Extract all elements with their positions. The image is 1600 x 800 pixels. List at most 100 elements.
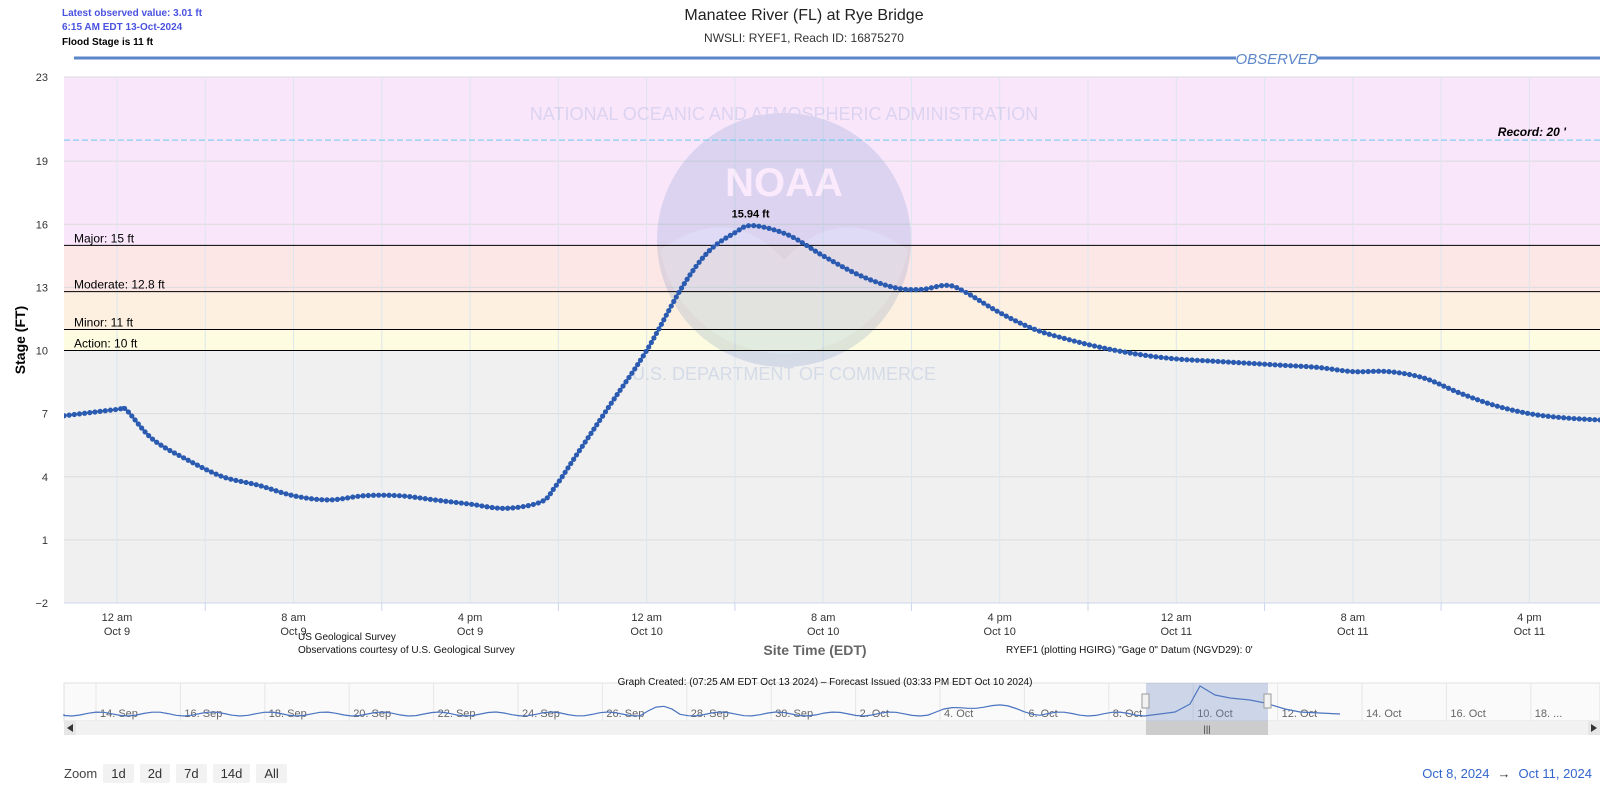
data-point bbox=[469, 501, 475, 507]
svg-text:U.S. DEPARTMENT OF COMMERCE: U.S. DEPARTMENT OF COMMERCE bbox=[632, 364, 936, 384]
data-point bbox=[812, 248, 818, 254]
threshold-label: Moderate: 12.8 ft bbox=[74, 278, 165, 292]
data-point bbox=[588, 430, 594, 436]
data-point bbox=[407, 494, 413, 500]
x-tick-label: 8 am bbox=[1341, 612, 1365, 624]
data-point bbox=[732, 230, 738, 236]
data-point bbox=[167, 447, 173, 454]
data-point bbox=[102, 408, 108, 414]
data-point bbox=[902, 286, 909, 292]
data-point bbox=[253, 482, 259, 488]
data-point bbox=[1597, 417, 1600, 423]
data-point bbox=[1412, 372, 1418, 379]
data-point bbox=[693, 263, 699, 270]
data-point bbox=[790, 234, 796, 241]
data-point bbox=[510, 505, 516, 511]
data-point bbox=[786, 232, 792, 238]
data-point bbox=[484, 504, 490, 510]
flood-stage-label: Flood Stage is 11 ft bbox=[62, 37, 154, 48]
x-tick-date: Oct 11 bbox=[1514, 626, 1546, 638]
y-tick-label: 10 bbox=[36, 346, 48, 358]
data-point bbox=[576, 448, 583, 454]
data-point bbox=[146, 433, 152, 439]
data-point bbox=[858, 273, 864, 279]
data-point bbox=[1592, 417, 1598, 423]
peak-label: 15.94 ft bbox=[732, 209, 770, 221]
y-tick-label: 23 bbox=[36, 72, 48, 84]
data-point bbox=[298, 494, 304, 500]
data-point bbox=[1241, 360, 1247, 366]
data-point bbox=[1282, 362, 1289, 369]
data-point bbox=[1031, 326, 1038, 332]
data-point bbox=[1426, 377, 1433, 383]
data-point bbox=[1455, 389, 1461, 395]
data-point bbox=[1460, 391, 1466, 397]
data-point bbox=[1344, 368, 1351, 374]
data-point bbox=[830, 259, 836, 265]
navigator-date-label: 22. Sep bbox=[438, 708, 476, 720]
data-point bbox=[617, 387, 623, 393]
data-point bbox=[1027, 324, 1033, 330]
data-point bbox=[132, 417, 138, 423]
data-point bbox=[1102, 345, 1108, 351]
data-point bbox=[228, 476, 234, 482]
data-point bbox=[1076, 339, 1082, 345]
y-axis: −2 1 4 7 10 13 16 19 23 Stage (FT) bbox=[12, 72, 48, 610]
data-point bbox=[887, 283, 893, 290]
data-point bbox=[844, 266, 850, 272]
y-tick-label: 13 bbox=[36, 282, 48, 294]
data-point bbox=[334, 496, 340, 502]
data-point bbox=[238, 478, 244, 485]
latest-observed-label: Latest observed value: 3.01 ft bbox=[62, 8, 203, 19]
data-point bbox=[602, 409, 609, 415]
data-point bbox=[376, 492, 382, 498]
data-point bbox=[190, 460, 196, 466]
navigator[interactable]: 14. Sep 16. Sep 18. Sep 20. Sep 22. Sep 24. S… bbox=[63, 682, 1600, 735]
zoom-2d-button[interactable]: 2d bbox=[139, 764, 171, 783]
y-axis-title: Stage (FT) bbox=[12, 306, 28, 374]
data-point bbox=[176, 452, 182, 459]
data-point bbox=[653, 330, 660, 337]
data-point bbox=[821, 253, 827, 260]
navigator-background bbox=[63, 682, 1600, 722]
data-point bbox=[648, 339, 654, 346]
data-point bbox=[690, 268, 696, 274]
data-point bbox=[1251, 360, 1257, 367]
data-point bbox=[839, 264, 845, 270]
data-point bbox=[142, 429, 148, 435]
data-point bbox=[1329, 366, 1335, 372]
data-point bbox=[699, 255, 706, 261]
data-point bbox=[626, 374, 632, 381]
data-point bbox=[967, 292, 974, 298]
data-point bbox=[972, 295, 978, 301]
data-point bbox=[597, 417, 603, 424]
data-point bbox=[181, 455, 187, 461]
y-tick-label: 7 bbox=[42, 409, 48, 421]
data-point bbox=[283, 491, 289, 497]
data-point bbox=[944, 282, 950, 288]
zoom-all-button[interactable]: All bbox=[256, 764, 287, 783]
scrollbar-grip: ||| bbox=[1203, 724, 1210, 734]
data-point bbox=[438, 498, 444, 504]
data-point bbox=[1355, 369, 1361, 375]
data-point bbox=[1137, 352, 1144, 358]
zoom-7d-button[interactable]: 7d bbox=[176, 764, 207, 783]
zoom-14d-button[interactable]: 14d bbox=[212, 764, 251, 783]
data-point bbox=[1465, 393, 1471, 399]
data-point bbox=[288, 492, 294, 498]
data-point bbox=[1267, 361, 1273, 368]
range-to-input[interactable]: Oct 11, 2024 bbox=[1518, 766, 1592, 781]
data-point bbox=[303, 495, 309, 501]
range-from-input[interactable]: Oct 8, 2024 bbox=[1422, 766, 1490, 781]
svg-text:NATIONAL OCEANIC AND ATMOSPHER: NATIONAL OCEANIC AND ATMOSPHERIC ADMINIS… bbox=[530, 104, 1038, 124]
data-point bbox=[1365, 368, 1371, 375]
data-point bbox=[949, 283, 955, 289]
data-point bbox=[1215, 358, 1221, 365]
data-point bbox=[877, 280, 883, 287]
zoom-1d-button[interactable]: 1d bbox=[103, 764, 134, 783]
data-point bbox=[1142, 352, 1149, 358]
data-point bbox=[605, 404, 611, 411]
data-point bbox=[637, 357, 644, 363]
data-point bbox=[1406, 371, 1413, 378]
data-point bbox=[293, 493, 299, 499]
